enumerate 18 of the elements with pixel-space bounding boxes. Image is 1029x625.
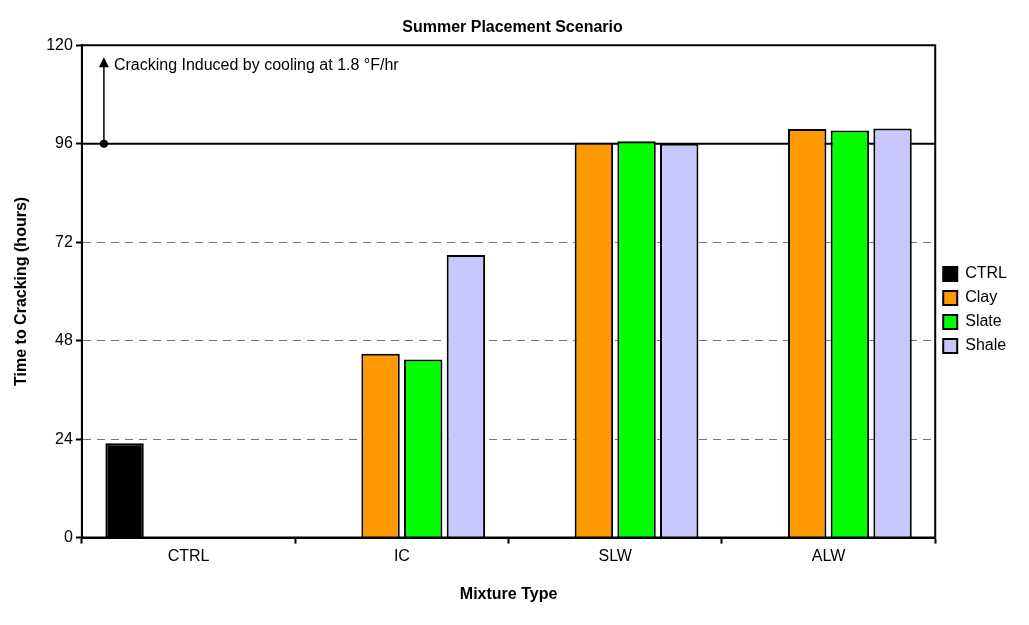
legend-label: Shale xyxy=(965,336,1007,354)
legend-label: Cracking Induced by cooling at 1.8 °F/hr xyxy=(113,55,400,73)
x-tick-label: IC xyxy=(393,546,410,564)
x-tick-label: SLW xyxy=(598,546,633,564)
legend-label: Slate xyxy=(965,312,1002,330)
y-tick-label: 72 xyxy=(55,232,73,250)
x-tick-label: CTRL xyxy=(167,546,210,564)
y-tick-label: 48 xyxy=(55,331,73,349)
legend-label: Clay xyxy=(965,288,998,306)
legend-label: CTRL xyxy=(965,264,1008,282)
x-axis-title: Mixture Type xyxy=(459,584,558,602)
chart-title: Summer Placement Scenario xyxy=(402,18,623,36)
y-tick-label: 96 xyxy=(55,134,73,152)
y-tick-label: 0 xyxy=(63,528,73,546)
y-tick-label: 24 xyxy=(55,429,73,447)
y-tick-label: 120 xyxy=(46,35,73,53)
y-axis-title: Time to Cracking (hours) xyxy=(12,196,30,386)
x-tick-label: ALW xyxy=(811,546,847,564)
